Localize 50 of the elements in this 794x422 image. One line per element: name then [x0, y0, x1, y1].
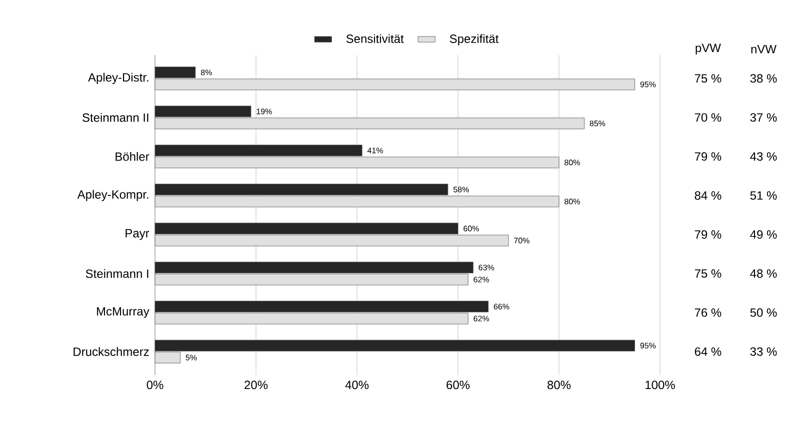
y-tick-label: McMurray	[97, 307, 150, 318]
data-label: 62%	[474, 276, 490, 282]
text: 75 %	[694, 74, 722, 83]
x-tick-label: 100%	[646, 380, 675, 390]
data-label: 95%	[640, 82, 656, 88]
text: 43 %	[750, 152, 777, 161]
text: 48 %	[750, 269, 777, 278]
text: 49 %	[750, 230, 777, 239]
data-label: 80%	[564, 160, 580, 166]
y-tick-label: Payr	[126, 229, 150, 240]
data-label: 60%	[464, 226, 479, 232]
legend-label: Spezifität	[450, 34, 499, 46]
data-label: 5%	[186, 354, 197, 360]
text: 70 %	[694, 113, 722, 122]
data-label: 62%	[474, 316, 490, 322]
y-tick-label: Apley-Kompr.	[77, 190, 148, 202]
legend-label: Sensitivität	[346, 34, 404, 44]
y-tick-label: Apley-Distr.	[88, 72, 148, 84]
data-label: 8%	[200, 70, 212, 76]
data-label: 85%	[590, 120, 606, 126]
x-tick-label: 80%	[548, 380, 571, 390]
data-label: 70%	[514, 238, 530, 244]
text: 50 %	[750, 308, 777, 317]
y-tick-label: Steinmann I	[86, 269, 148, 278]
x-tick-label: 20%	[244, 380, 268, 390]
text: 37 %	[750, 113, 777, 122]
data-label: 19%	[256, 108, 272, 114]
data-label: 80%	[564, 198, 580, 204]
x-tick-label: 60%	[446, 380, 470, 390]
data-label: 95%	[640, 342, 656, 348]
y-tick-label: Druckschmerz	[74, 347, 149, 356]
x-tick-label: 40%	[345, 380, 369, 390]
y-tick-label: Böhler	[116, 152, 150, 161]
data-label: 63%	[478, 264, 494, 270]
text: 79 %	[694, 230, 722, 239]
text: nVW	[751, 45, 776, 54]
text: 64 %	[694, 347, 722, 356]
text: pVW	[696, 44, 721, 55]
x-tick-label: 0%	[146, 380, 164, 390]
data-label: 41%	[367, 148, 383, 154]
y-tick-label: Steinmann II	[82, 113, 148, 122]
data-label: 58%	[453, 186, 469, 192]
text: 84 %	[694, 191, 722, 200]
text: 79 %	[694, 152, 722, 161]
text: 38 %	[750, 74, 777, 83]
data-label: 66%	[494, 304, 510, 310]
text: 51 %	[750, 191, 777, 200]
text: 33 %	[750, 347, 777, 356]
text: 76 %	[694, 308, 722, 317]
text: 75 %	[694, 269, 722, 278]
